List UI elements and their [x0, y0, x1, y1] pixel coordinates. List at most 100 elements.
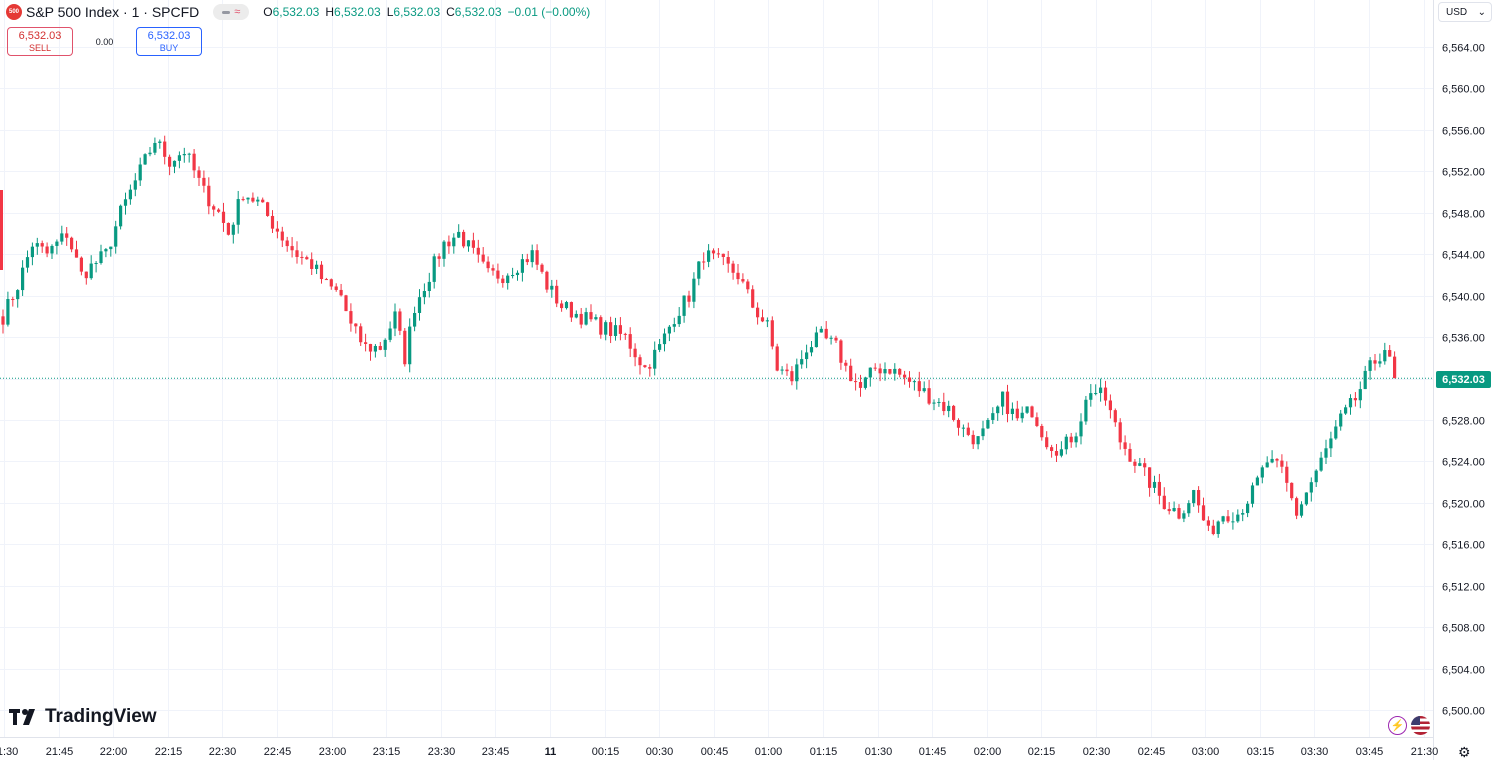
candle-body	[163, 141, 167, 157]
candle	[319, 261, 324, 284]
candle-body	[1290, 482, 1294, 499]
symbol-header[interactable]: 500 S&P 500 Index · 1 · SPCFD ≈ O6,532.0…	[6, 2, 590, 22]
gear-icon[interactable]: ⚙	[1458, 744, 1471, 760]
candle-body	[878, 368, 882, 374]
candle-body	[217, 209, 221, 212]
candle-body	[726, 257, 730, 264]
candle	[339, 283, 343, 297]
candle	[422, 283, 426, 305]
candle	[344, 294, 348, 312]
candle-body	[1304, 492, 1308, 505]
x-tick-label: 00:45	[701, 746, 729, 758]
symbol-title[interactable]: S&P 500 Index · 1 · SPCFD	[26, 4, 200, 20]
candle	[932, 399, 936, 411]
time-axis[interactable]: 21:30 21:45 22:00 22:15 22:30 22:45 23:00 23:15…	[0, 746, 1438, 758]
y-tick-label: 6,560.00	[1442, 84, 1485, 96]
candle-body	[633, 348, 637, 358]
candle-body	[604, 322, 608, 335]
candle-body	[383, 339, 387, 350]
candle	[991, 407, 995, 425]
sell-button[interactable]: 6,532.03 SELL	[7, 27, 73, 56]
candlestick-series	[0, 135, 1397, 538]
candle-body	[1329, 438, 1333, 449]
chart-style-toggle[interactable]: ≈	[213, 4, 250, 20]
candle	[128, 184, 132, 205]
candle	[143, 153, 147, 165]
candle-body	[148, 152, 152, 155]
candle	[177, 151, 181, 169]
candle	[707, 244, 711, 268]
candle	[569, 301, 573, 322]
candle-body	[501, 278, 505, 284]
candle	[1001, 391, 1005, 416]
candle	[403, 328, 407, 367]
candle-body	[403, 330, 407, 365]
candle-body	[1226, 516, 1230, 522]
candle	[515, 270, 520, 281]
candle	[315, 260, 319, 275]
candle	[1309, 477, 1313, 502]
candle	[800, 350, 804, 369]
candle	[270, 210, 275, 234]
candle	[986, 417, 990, 430]
candle	[432, 253, 436, 289]
y-tick-label: 6,564.00	[1442, 43, 1485, 55]
candle	[25, 250, 30, 273]
candle-body	[618, 325, 622, 334]
candle	[888, 368, 892, 375]
candle	[682, 295, 686, 323]
candle	[501, 275, 505, 288]
candle	[207, 177, 211, 215]
tradingview-logo[interactable]: TradingView	[9, 706, 157, 728]
candle-body	[922, 388, 926, 392]
candle	[1368, 357, 1372, 380]
candle-body	[413, 312, 417, 327]
candle-body	[1030, 406, 1034, 418]
candle-body	[579, 313, 583, 325]
candle	[966, 422, 970, 437]
buy-button[interactable]: 6,532.03 BUY	[136, 27, 202, 56]
candle	[496, 263, 500, 284]
candle-body	[937, 401, 941, 403]
lightning-icon[interactable]: ⚡	[1388, 716, 1407, 735]
candle-body	[1363, 370, 1367, 390]
candle-body	[809, 347, 814, 353]
candle-body	[486, 261, 490, 269]
candle	[1290, 482, 1294, 501]
candle-body	[315, 264, 319, 269]
candle	[863, 376, 867, 390]
candle	[898, 368, 902, 378]
candle	[653, 341, 657, 376]
y-tick-label: 6,520.00	[1442, 499, 1485, 511]
candle	[809, 341, 814, 357]
candle	[491, 264, 495, 276]
candle	[511, 267, 515, 279]
candle	[692, 272, 696, 309]
candle	[1123, 435, 1127, 456]
candle-body	[21, 267, 25, 291]
candle-body	[829, 337, 833, 339]
candle-body	[158, 141, 162, 143]
candle-body	[584, 312, 588, 325]
ohlc-readout: O6,532.03 H6,532.03 L6,532.03 C6,532.03 …	[263, 5, 591, 19]
candle	[1172, 501, 1176, 512]
candle	[829, 335, 833, 345]
us-flag-icon[interactable]	[1411, 716, 1430, 735]
currency-select[interactable]: USD ⌄	[1438, 2, 1492, 22]
candle	[388, 321, 392, 343]
candle-body	[168, 156, 172, 167]
candle-body	[187, 153, 191, 155]
candle-body	[447, 241, 451, 247]
candle	[1064, 434, 1068, 455]
candle	[560, 300, 564, 312]
candle-body	[212, 206, 216, 210]
candle	[1363, 365, 1367, 390]
candle-body	[653, 349, 657, 369]
candle	[212, 204, 216, 217]
candle-body	[275, 228, 279, 232]
candle	[1373, 354, 1377, 371]
candle-body	[1324, 448, 1328, 458]
candle-body	[1, 316, 5, 325]
candle-body	[202, 177, 206, 186]
